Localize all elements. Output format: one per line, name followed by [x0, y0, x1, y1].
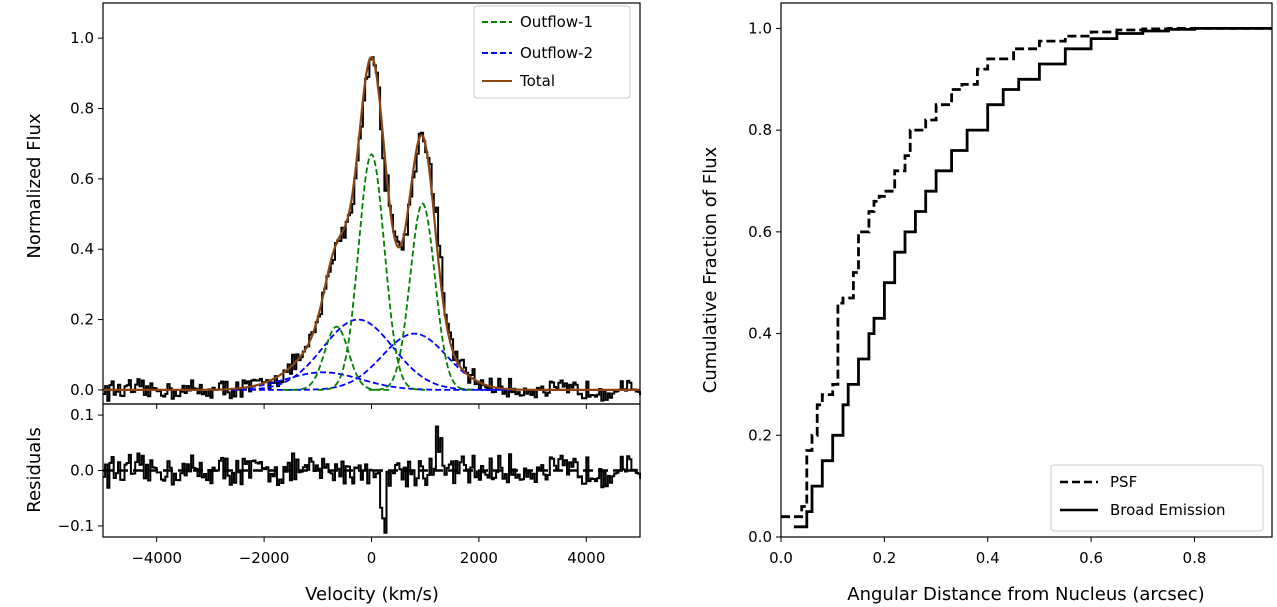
- angular-xtick-label: 0.8: [1183, 549, 1207, 567]
- cumulative-ytick-label: 0.6: [748, 223, 772, 241]
- cumulative-ytick-label: 0.0: [748, 528, 772, 546]
- cumulative-ytick-label: 0.2: [748, 426, 772, 444]
- residuals-line: [103, 425, 641, 534]
- flux-panel: 0.0 0.2 0.4 0.6 0.8 1.0: [70, 2, 641, 409]
- cumulative-ytick-label: 0.8: [748, 121, 772, 139]
- flux-ytick-label: 0.0: [70, 381, 94, 399]
- flux-ytick-label: 0.6: [70, 170, 94, 188]
- flux-ytick-label: 0.8: [70, 100, 94, 118]
- flux-ylabel: Normalized Flux: [24, 113, 45, 259]
- total-fit-line: [103, 55, 640, 391]
- outflow2-component-2: [231, 318, 512, 391]
- outflow2-component-3: [231, 332, 512, 391]
- residuals-ytick-label: −0.1: [58, 517, 94, 535]
- outflow1-component-2: [317, 153, 426, 391]
- cumulative-legend: PSF Broad Emission: [1050, 464, 1264, 532]
- angular-xtick-label: 0.6: [1079, 549, 1103, 567]
- cumulative-axes-frame: [780, 2, 1273, 538]
- angular-xlabel: Angular Distance from Nucleus (arcsec): [847, 584, 1204, 605]
- residuals-ylabel: Residuals: [24, 427, 45, 512]
- legend-psf-label: PSF: [1110, 473, 1137, 491]
- angular-xtick-label: 0.0: [769, 549, 793, 567]
- flux-ytick-label: 0.4: [70, 240, 94, 258]
- velocity-xtick-label: 0: [367, 549, 377, 567]
- broad-emission-series-line: [793, 27, 1272, 529]
- angular-xtick-label: 0.4: [976, 549, 1000, 567]
- residuals-ytick-label: 0.0: [70, 462, 94, 480]
- flux-legend: Outflow-1 Outflow-2 Total: [473, 5, 631, 99]
- cumulative-ytick-label: 0.4: [748, 325, 772, 343]
- velocity-xtick-label: −4000: [131, 549, 182, 567]
- cumulative-ytick-label: 1.0: [748, 19, 772, 37]
- legend-outflow2-label: Outflow-2: [520, 44, 593, 62]
- velocity-xtick-label: 2000: [460, 549, 498, 567]
- cumulative-ylabel: Cumulative Fraction of Flux: [700, 146, 721, 393]
- angular-xtick-label: 0.2: [872, 549, 896, 567]
- psf-series-line: [781, 27, 1272, 519]
- legend-outflow1-label: Outflow-1: [520, 13, 593, 31]
- legend-broad-label: Broad Emission: [1110, 501, 1226, 519]
- residuals-ytick-label: 0.1: [70, 406, 94, 424]
- velocity-xtick-label: 4000: [567, 549, 605, 567]
- flux-ytick-label: 1.0: [70, 29, 94, 47]
- legend-total-label: Total: [519, 72, 555, 90]
- observed-spectrum-line: [103, 56, 641, 402]
- outflow1-component-3: [368, 202, 477, 391]
- outflow1-component-1: [282, 325, 391, 391]
- flux-ytick-label: 0.2: [70, 311, 94, 329]
- residuals-panel: −0.1 0.0 0.1 −4000 −2000 0 2000 4000: [58, 403, 641, 567]
- velocity-xlabel: Velocity (km/s): [305, 584, 439, 605]
- cumulative-flux-panel: 0.0 0.2 0.4 0.6 0.8 1.0 0.0 0.2 0.4 0.6 0.8: [748, 2, 1273, 567]
- velocity-xtick-label: −2000: [239, 549, 290, 567]
